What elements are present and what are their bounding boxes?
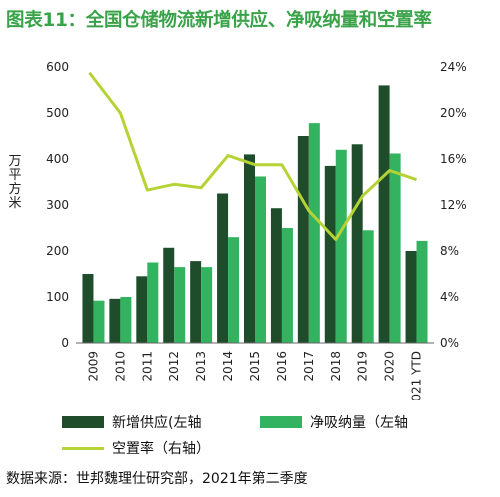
x-tick-label: 2014 xyxy=(221,351,235,382)
legend-label-vacancy: 空置率（右轴） xyxy=(112,441,210,457)
legend-label-absorption: 净吸纳量（左轴 xyxy=(310,415,408,431)
bar-supply xyxy=(163,247,175,343)
bar-absorption xyxy=(416,240,428,343)
bar-absorption xyxy=(201,267,213,343)
bar-supply xyxy=(109,298,121,343)
x-tick-label: 2011 xyxy=(140,351,154,382)
bar-supply xyxy=(190,261,202,343)
bar-absorption xyxy=(362,230,374,343)
y2-tick-label: 24% xyxy=(440,60,467,74)
legend: 新增供应(左轴 净吸纳量（左轴 空置率（右轴） xyxy=(62,404,492,460)
y-tick-label: 200 xyxy=(46,244,69,258)
x-tick-label: 2009 xyxy=(86,351,100,382)
bar-absorption xyxy=(174,267,186,343)
x-tick-label: 2016 xyxy=(275,351,289,382)
x-tick-label: 2015 xyxy=(248,351,262,382)
legend-swatch-supply xyxy=(62,416,104,428)
legend-swatch-absorption xyxy=(260,416,302,428)
x-tick-label: 2012 xyxy=(167,351,181,382)
y2-tick-label: 4% xyxy=(440,290,459,304)
bar-supply xyxy=(217,193,229,343)
bar-absorption xyxy=(228,237,240,343)
line-vacancy xyxy=(88,71,418,241)
y2-tick-label: 16% xyxy=(440,152,467,166)
chart-title: 图表11：全国仓储物流新增供应、净吸纳量和空置率 xyxy=(6,10,432,31)
legend-item-absorption: 净吸纳量（左轴 xyxy=(260,412,408,432)
bar-supply xyxy=(136,276,148,343)
y-tick-label: 500 xyxy=(46,106,69,120)
y2-tick-label: 0% xyxy=(440,336,459,350)
x-tick-label: 2013 xyxy=(194,351,208,382)
bar-absorption xyxy=(335,149,347,343)
bar-supply xyxy=(351,144,363,343)
bar-absorption xyxy=(147,262,159,343)
bar-supply xyxy=(270,208,282,343)
bar-absorption xyxy=(120,297,132,343)
y-tick-label: 0 xyxy=(61,336,69,350)
bar-supply xyxy=(405,251,417,343)
y2-tick-label: 12% xyxy=(440,198,467,212)
y-tick-label: 600 xyxy=(46,60,69,74)
bar-supply xyxy=(244,154,255,343)
legend-label-supply: 新增供应(左轴 xyxy=(112,415,202,431)
legend-item-vacancy: 空置率（右轴） xyxy=(62,438,210,458)
bar-supply xyxy=(297,136,309,343)
bar-absorption xyxy=(255,176,266,343)
y-tick-label: 400 xyxy=(46,152,69,166)
legend-swatch-vacancy xyxy=(62,446,104,450)
x-tick-label: 2019 xyxy=(356,351,370,382)
y-axis-label: 万平方米 xyxy=(8,154,22,211)
x-tick-label: 2021 YTD xyxy=(410,351,424,400)
data-source: 数据来源：世邦魏理仕研究部，2021年第二季度 xyxy=(6,471,308,487)
legend-item-supply: 新增供应(左轴 xyxy=(62,412,201,432)
x-tick-label: 2010 xyxy=(113,351,127,382)
chart-plot: 0 100 200 300 400 500 600 0% 4% 8% 12% 16% 20% 24% 200… xyxy=(46,60,467,400)
bar-absorption xyxy=(281,228,293,343)
y2-tick-label: 8% xyxy=(440,244,459,258)
bar-supply xyxy=(378,85,390,344)
bar-supply xyxy=(82,274,94,343)
y2-tick-label: 20% xyxy=(440,106,467,120)
x-tick-label: 2020 xyxy=(383,351,397,382)
bar-supply xyxy=(324,165,336,343)
bar-absorption xyxy=(389,153,401,343)
y-tick-label: 300 xyxy=(46,198,69,212)
bar-absorption xyxy=(308,123,320,344)
y-tick-label: 100 xyxy=(46,290,69,304)
bar-absorption xyxy=(93,300,105,343)
x-tick-label: 2017 xyxy=(302,351,316,382)
x-tick-label: 2018 xyxy=(329,351,343,382)
